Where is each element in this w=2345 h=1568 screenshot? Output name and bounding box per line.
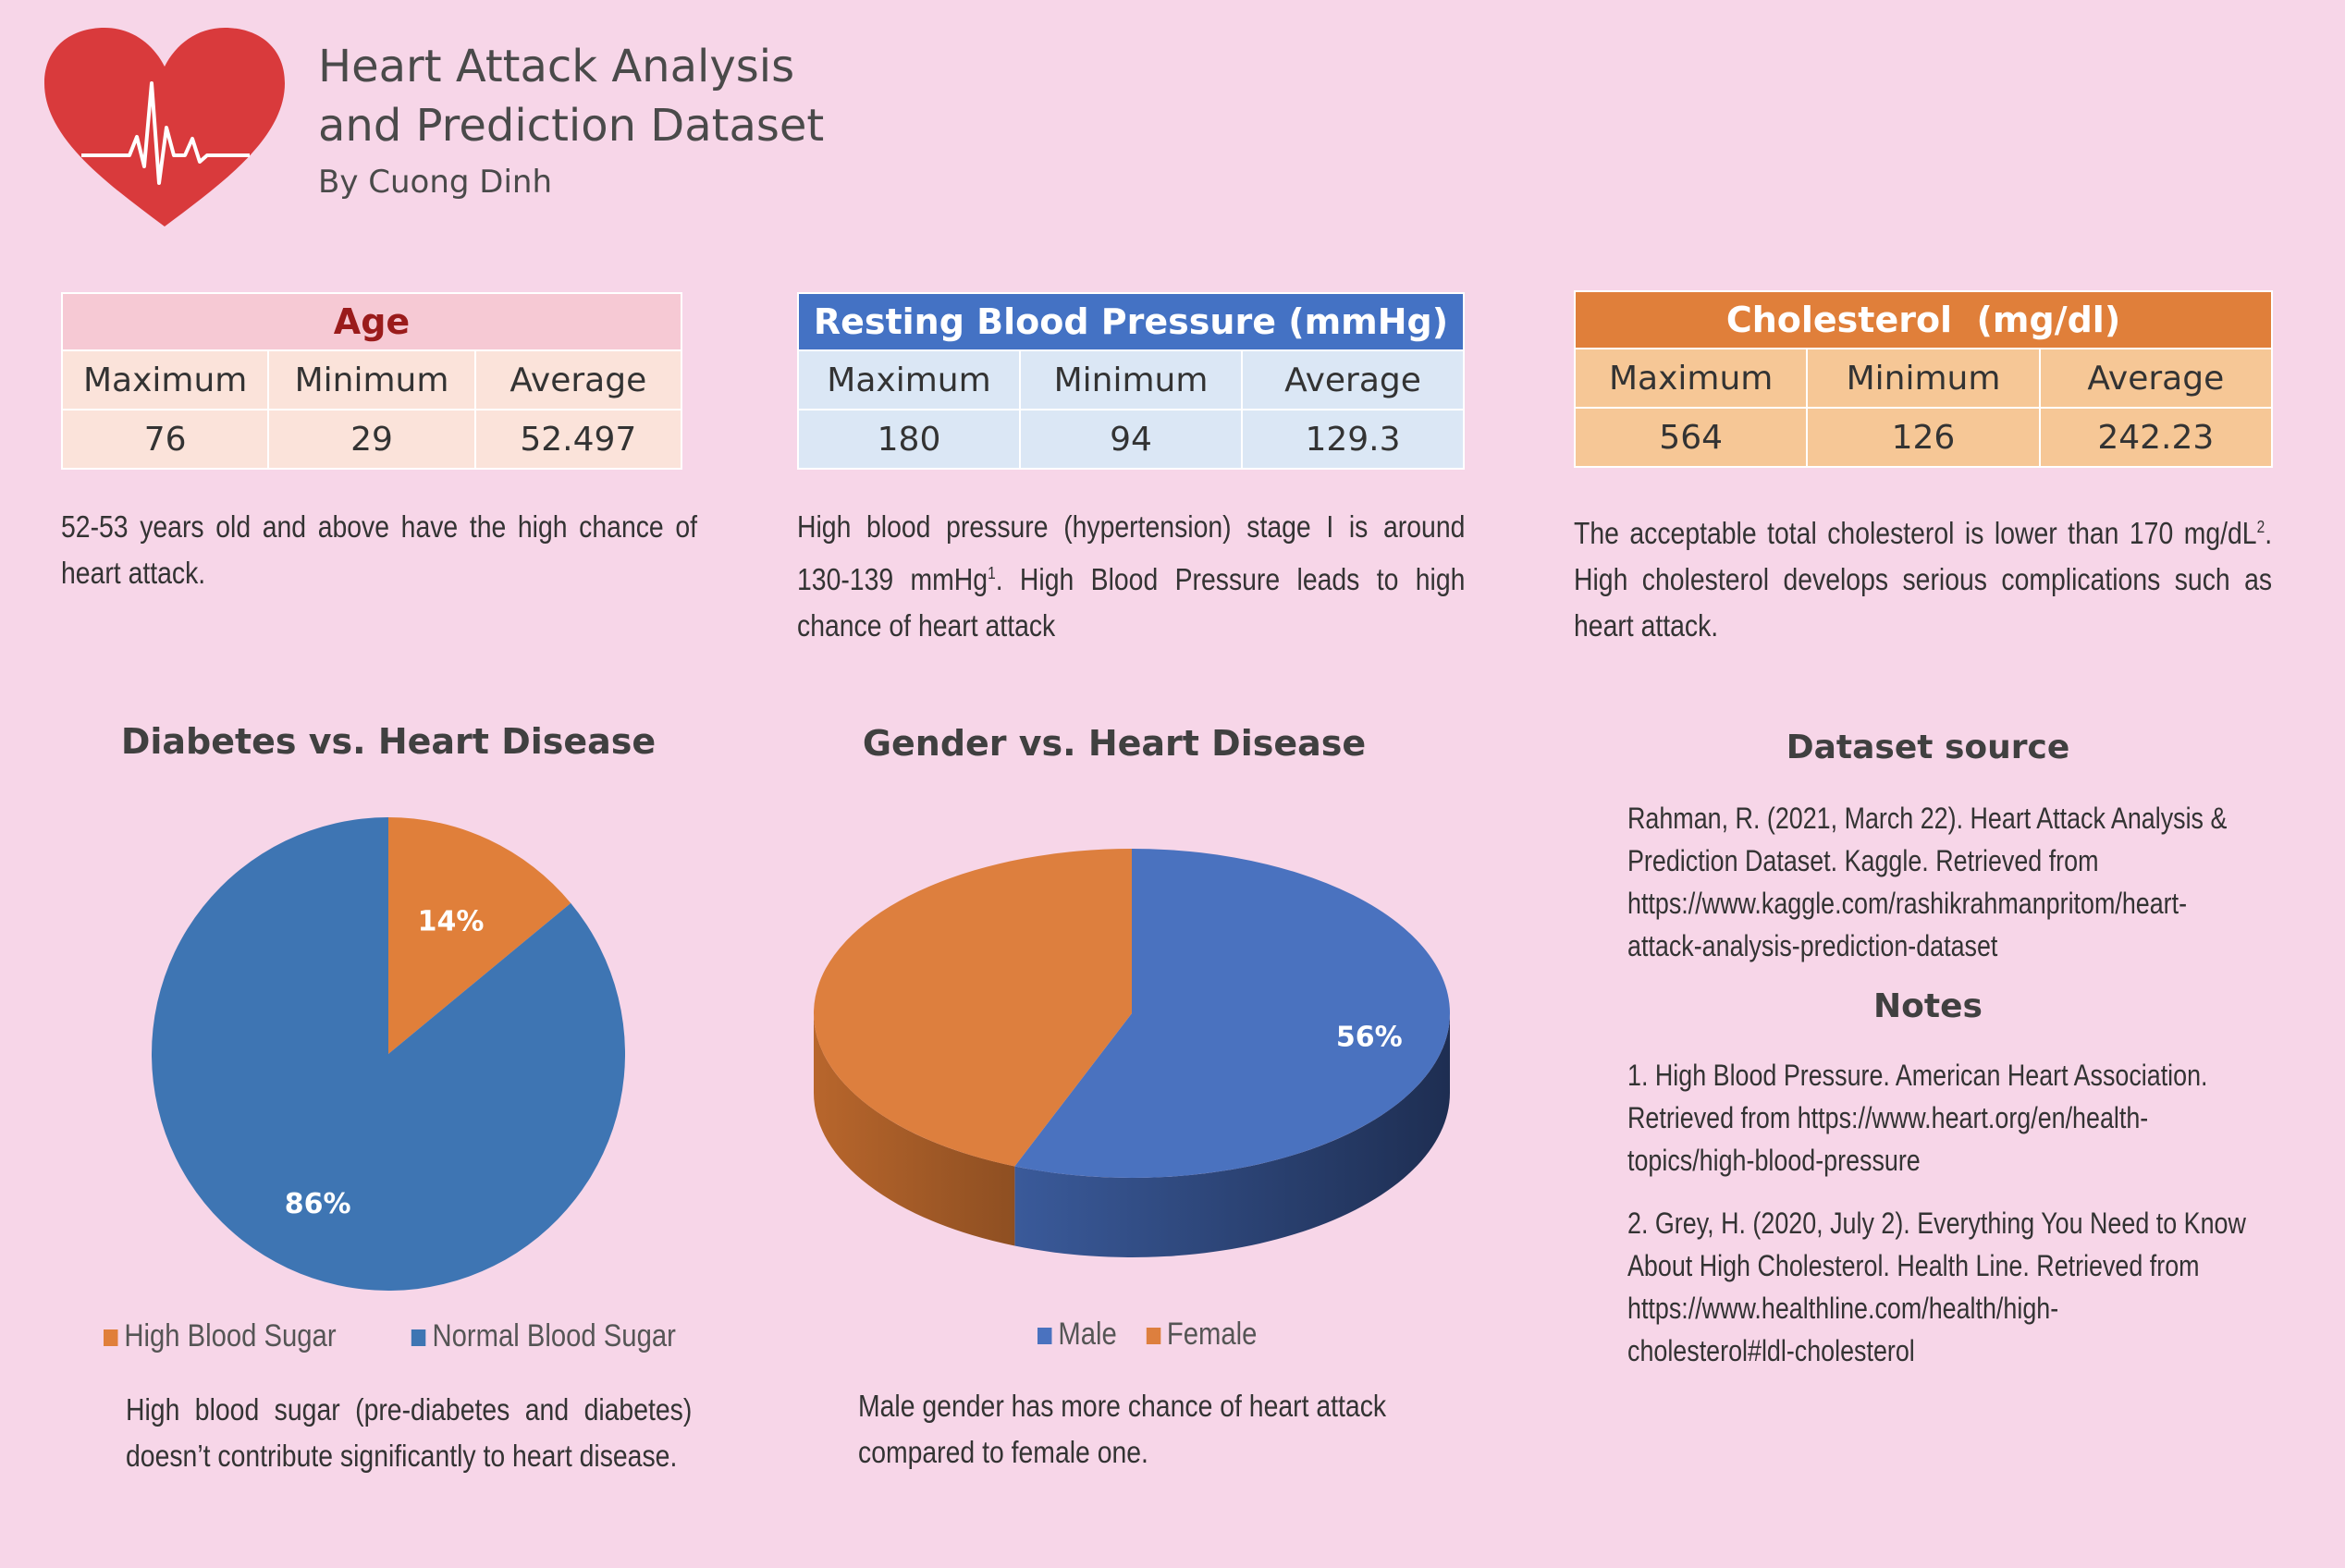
note-1: 1. High Blood Pressure. American Heart A… [1627,1059,2208,1177]
pie-data-label-male: 56% [1336,1021,1403,1053]
bp-value-avg: 129.3 [1241,409,1465,470]
dataset-source-citation: Rahman, R. (2021, March 22). Heart Attac… [1627,802,2228,962]
blood-pressure-table: Resting Blood Pressure (mmHg) Maximum Mi… [797,292,1465,470]
gender-chart-title: Gender vs. Heart Disease [862,723,1367,764]
legend-label-female: Female [1166,1317,1258,1352]
age-header-avg: Average [473,349,683,410]
age-table: Age Maximum Minimum Average 76 29 52.497 [60,292,683,470]
author-subtitle: By Cuong Dinh [318,164,553,201]
diabetes-pie-chart: 14% 86% [151,817,625,1291]
ch-header-avg: Average [2038,348,2274,409]
bp-table-title: Resting Blood Pressure (mmHg) [797,292,1465,351]
ch-note-ref: 2 [2256,518,2265,536]
bp-value-max: 180 [797,409,1021,470]
pie-slice-male [1014,849,1450,1178]
ch-value-avg: 242.23 [2038,407,2274,468]
diabetes-note: High blood sugar (pre-diabetes and diabe… [126,1392,693,1473]
ch-note-text2: . High cholesterol develops serious comp… [1574,516,2273,643]
legend-label-male: Male [1058,1317,1117,1352]
legend-item-female: Female [1146,1317,1257,1352]
diabetes-legend: High Blood Sugar Normal Blood Sugar [104,1318,676,1354]
legend-swatch-male [1037,1328,1052,1345]
page-title-line2: and Prediction Dataset [318,100,825,152]
age-header-max: Maximum [60,349,270,410]
age-table-title: Age [61,292,682,351]
age-value-avg: 52.497 [473,409,683,470]
heart-logo-icon [44,28,285,227]
bp-note-text: High blood pressure (hypertension) stage… [797,509,1466,596]
legend-swatch-high-sugar [104,1329,118,1347]
bp-header-min: Minimum [1019,349,1243,410]
legend-label-normal-sugar: Normal Blood Sugar [432,1318,676,1354]
legend-swatch-female [1146,1328,1160,1345]
pie-side-female [814,1013,1015,1246]
legend-label-high-sugar: High Blood Sugar [124,1318,337,1354]
page-title: Heart Attack Analysis [318,41,795,92]
ch-value-min: 126 [1806,407,2041,468]
cholesterol-note: The acceptable total cholesterol is lowe… [1574,504,2272,649]
age-note: 52-53 years old and above have the high … [61,509,697,590]
bp-note: High blood pressure (hypertension) stage… [797,504,1465,649]
ch-value-max: 564 [1573,407,1809,468]
ch-note-text: The acceptable total cholesterol is lowe… [1574,516,2257,550]
bp-header-max: Maximum [797,349,1021,410]
age-header-min: Minimum [267,349,476,410]
ch-table-title: Cholesterol (mg/dl) [1574,290,2273,349]
legend-item-male: Male [1037,1317,1117,1352]
age-value-max: 76 [60,409,270,470]
pie-slice-female [814,849,1132,1167]
gender-note: Male gender has more chance of heart att… [858,1389,1387,1469]
ch-header-max: Maximum [1573,348,1809,409]
bp-header-avg: Average [1241,349,1465,410]
title-block: Heart Attack Analysis and Prediction Dat… [318,37,824,205]
bp-note-ref: 1 [988,564,996,582]
pie-slice-normal-blood-sugar [151,817,625,1291]
ch-header-min: Minimum [1806,348,2041,409]
notes-heading: Notes [1873,987,1983,1025]
pie-data-label-0: 14% [418,905,485,937]
legend-item-high-sugar: High Blood Sugar [104,1318,337,1354]
legend-item-normal-sugar: Normal Blood Sugar [411,1318,676,1354]
age-value-min: 29 [267,409,476,470]
pie-data-label-1: 86% [285,1188,351,1220]
pie-slice-high-blood-sugar [388,817,571,1054]
bp-note-text2: . High Blood Pressure leads to high chan… [797,562,1466,643]
gender-pie-chart: 56% [814,849,1450,1257]
gender-legend: Male Female [1037,1317,1257,1353]
diabetes-chart-title: Diabetes vs. Heart Disease [120,721,657,762]
bp-value-min: 94 [1019,409,1243,470]
cholesterol-table: Cholesterol (mg/dl) Maximum Minimum Aver… [1573,290,2274,468]
pie-side-male [1014,1013,1450,1257]
legend-swatch-normal-sugar [411,1329,426,1347]
dataset-source-heading: Dataset source [1786,729,2070,766]
note-2: 2. Grey, H. (2020, July 2). Everything Y… [1627,1207,2246,1367]
